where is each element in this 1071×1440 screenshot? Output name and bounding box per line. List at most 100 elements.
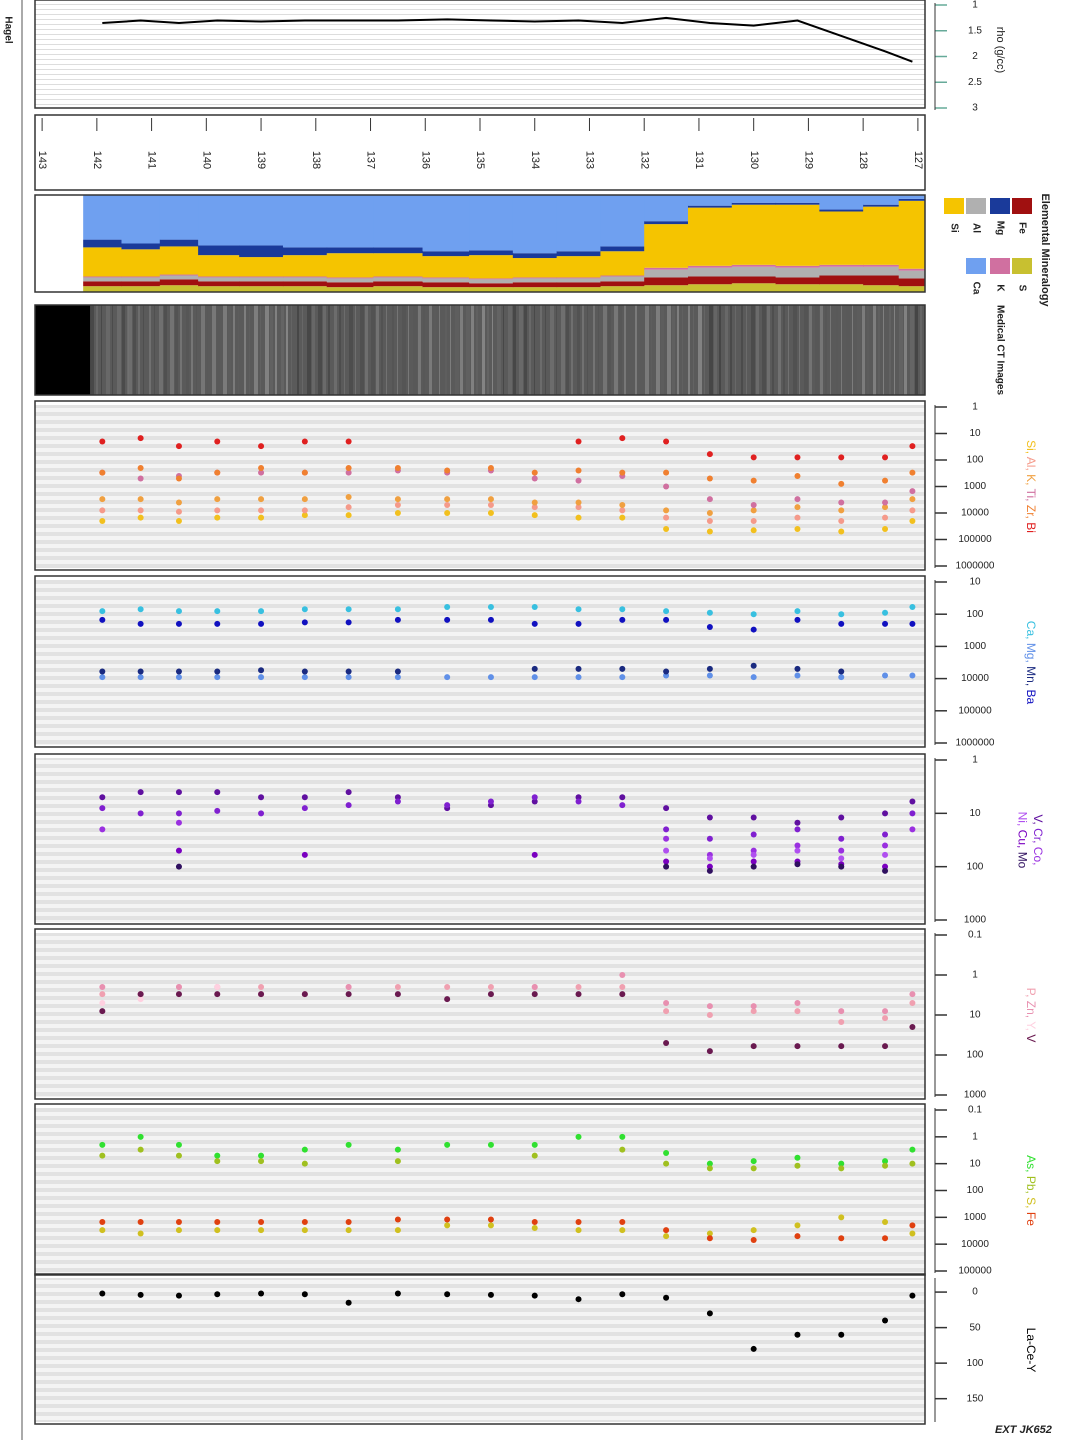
data-point [394, 1146, 401, 1153]
mineral-segment [898, 286, 926, 292]
mineral-segment [326, 282, 374, 288]
ct-texture [735, 305, 736, 395]
data-point [794, 1331, 801, 1338]
data-point [706, 1012, 713, 1018]
ct-texture [704, 305, 705, 395]
mineral-segment [83, 239, 122, 248]
data-point [487, 496, 494, 503]
mineral-segment [556, 282, 601, 288]
x-tick-label: 130 [748, 151, 760, 169]
data-point [301, 507, 308, 514]
data-point [137, 1219, 144, 1226]
data-point [137, 674, 144, 681]
ct-texture [128, 305, 132, 395]
data-point [663, 1160, 670, 1167]
track-label: Medical CT Images [994, 305, 1005, 395]
track-legend: As, Pb, S, Fe [1024, 1155, 1038, 1226]
x-tick-label: 143 [36, 151, 48, 169]
ct-texture [392, 305, 394, 395]
mineral-segment [326, 277, 374, 279]
data-point [214, 469, 221, 476]
ct-texture [418, 305, 421, 395]
mineral-segment [775, 277, 820, 285]
legend-entry: Ti, [1024, 489, 1038, 502]
ct-texture [143, 305, 144, 395]
data-point [99, 668, 106, 675]
data-point [882, 1317, 889, 1324]
data-point [706, 863, 713, 870]
mineral-segment [898, 198, 926, 201]
data-point [750, 1237, 757, 1244]
ct-texture [804, 305, 808, 395]
ct-texture [645, 305, 649, 395]
data-point [663, 1227, 670, 1234]
data-point [794, 826, 801, 833]
mineral-segment [422, 282, 470, 288]
data-point [258, 1290, 265, 1297]
ct-texture [339, 305, 341, 395]
mineral-segment [121, 243, 161, 250]
data-point [909, 517, 916, 524]
mineral-segment [282, 255, 328, 277]
data-point [663, 469, 670, 476]
mineral-segment [687, 207, 733, 266]
data-point [394, 1158, 401, 1165]
data-point [663, 1294, 670, 1301]
data-point [750, 1345, 757, 1352]
data-point [175, 991, 182, 998]
data-point [99, 438, 106, 445]
mineral-segment [282, 281, 328, 287]
data-point [175, 517, 182, 524]
data-point [394, 496, 401, 503]
data-point [345, 1219, 352, 1226]
ct-texture [201, 305, 205, 395]
ct-texture [661, 305, 664, 395]
mineral-segment [731, 204, 777, 265]
track-legend: La-Ce-Y [1024, 1328, 1038, 1373]
mineral-segment [863, 264, 900, 267]
data-point [99, 1290, 106, 1297]
mineral-segment [282, 286, 328, 292]
data-point [258, 667, 265, 674]
data-point [175, 1292, 182, 1299]
ct-texture [820, 305, 823, 395]
ct-texture [772, 305, 774, 395]
ct-texture [714, 305, 717, 395]
data-point [444, 996, 451, 1003]
mineral-segment [83, 277, 122, 282]
track-background [35, 580, 925, 745]
track-frame [34, 1273, 926, 1425]
mineral-segment [512, 282, 558, 288]
ct-texture [180, 305, 182, 395]
ct-texture [550, 305, 554, 395]
ct-texture [614, 305, 618, 395]
data-point [838, 1235, 845, 1242]
data-point [794, 819, 801, 826]
data-point [663, 858, 670, 865]
legend-entry: P, [1024, 988, 1038, 998]
mineral-segment [83, 276, 122, 278]
mineral-segment [512, 195, 558, 254]
ct-texture [799, 305, 800, 395]
data-point [345, 984, 352, 991]
data-point [909, 1230, 916, 1237]
data-point [619, 469, 626, 476]
ct-texture [175, 305, 178, 395]
mineral-segment [159, 239, 199, 247]
data-point [909, 604, 916, 611]
data-point [99, 496, 106, 503]
data-point [838, 499, 845, 506]
ct-texture [630, 305, 633, 395]
data-point [531, 604, 538, 611]
data-point [531, 798, 538, 805]
mineral-segment [83, 195, 122, 240]
data-point [619, 1133, 626, 1140]
ct-texture [915, 305, 918, 395]
ct-texture [365, 305, 368, 395]
ct-texture [677, 305, 679, 395]
ct-texture [254, 305, 258, 395]
data-point [214, 507, 221, 514]
data-point [909, 991, 916, 998]
y-tick-label: 0 [972, 1287, 978, 1298]
